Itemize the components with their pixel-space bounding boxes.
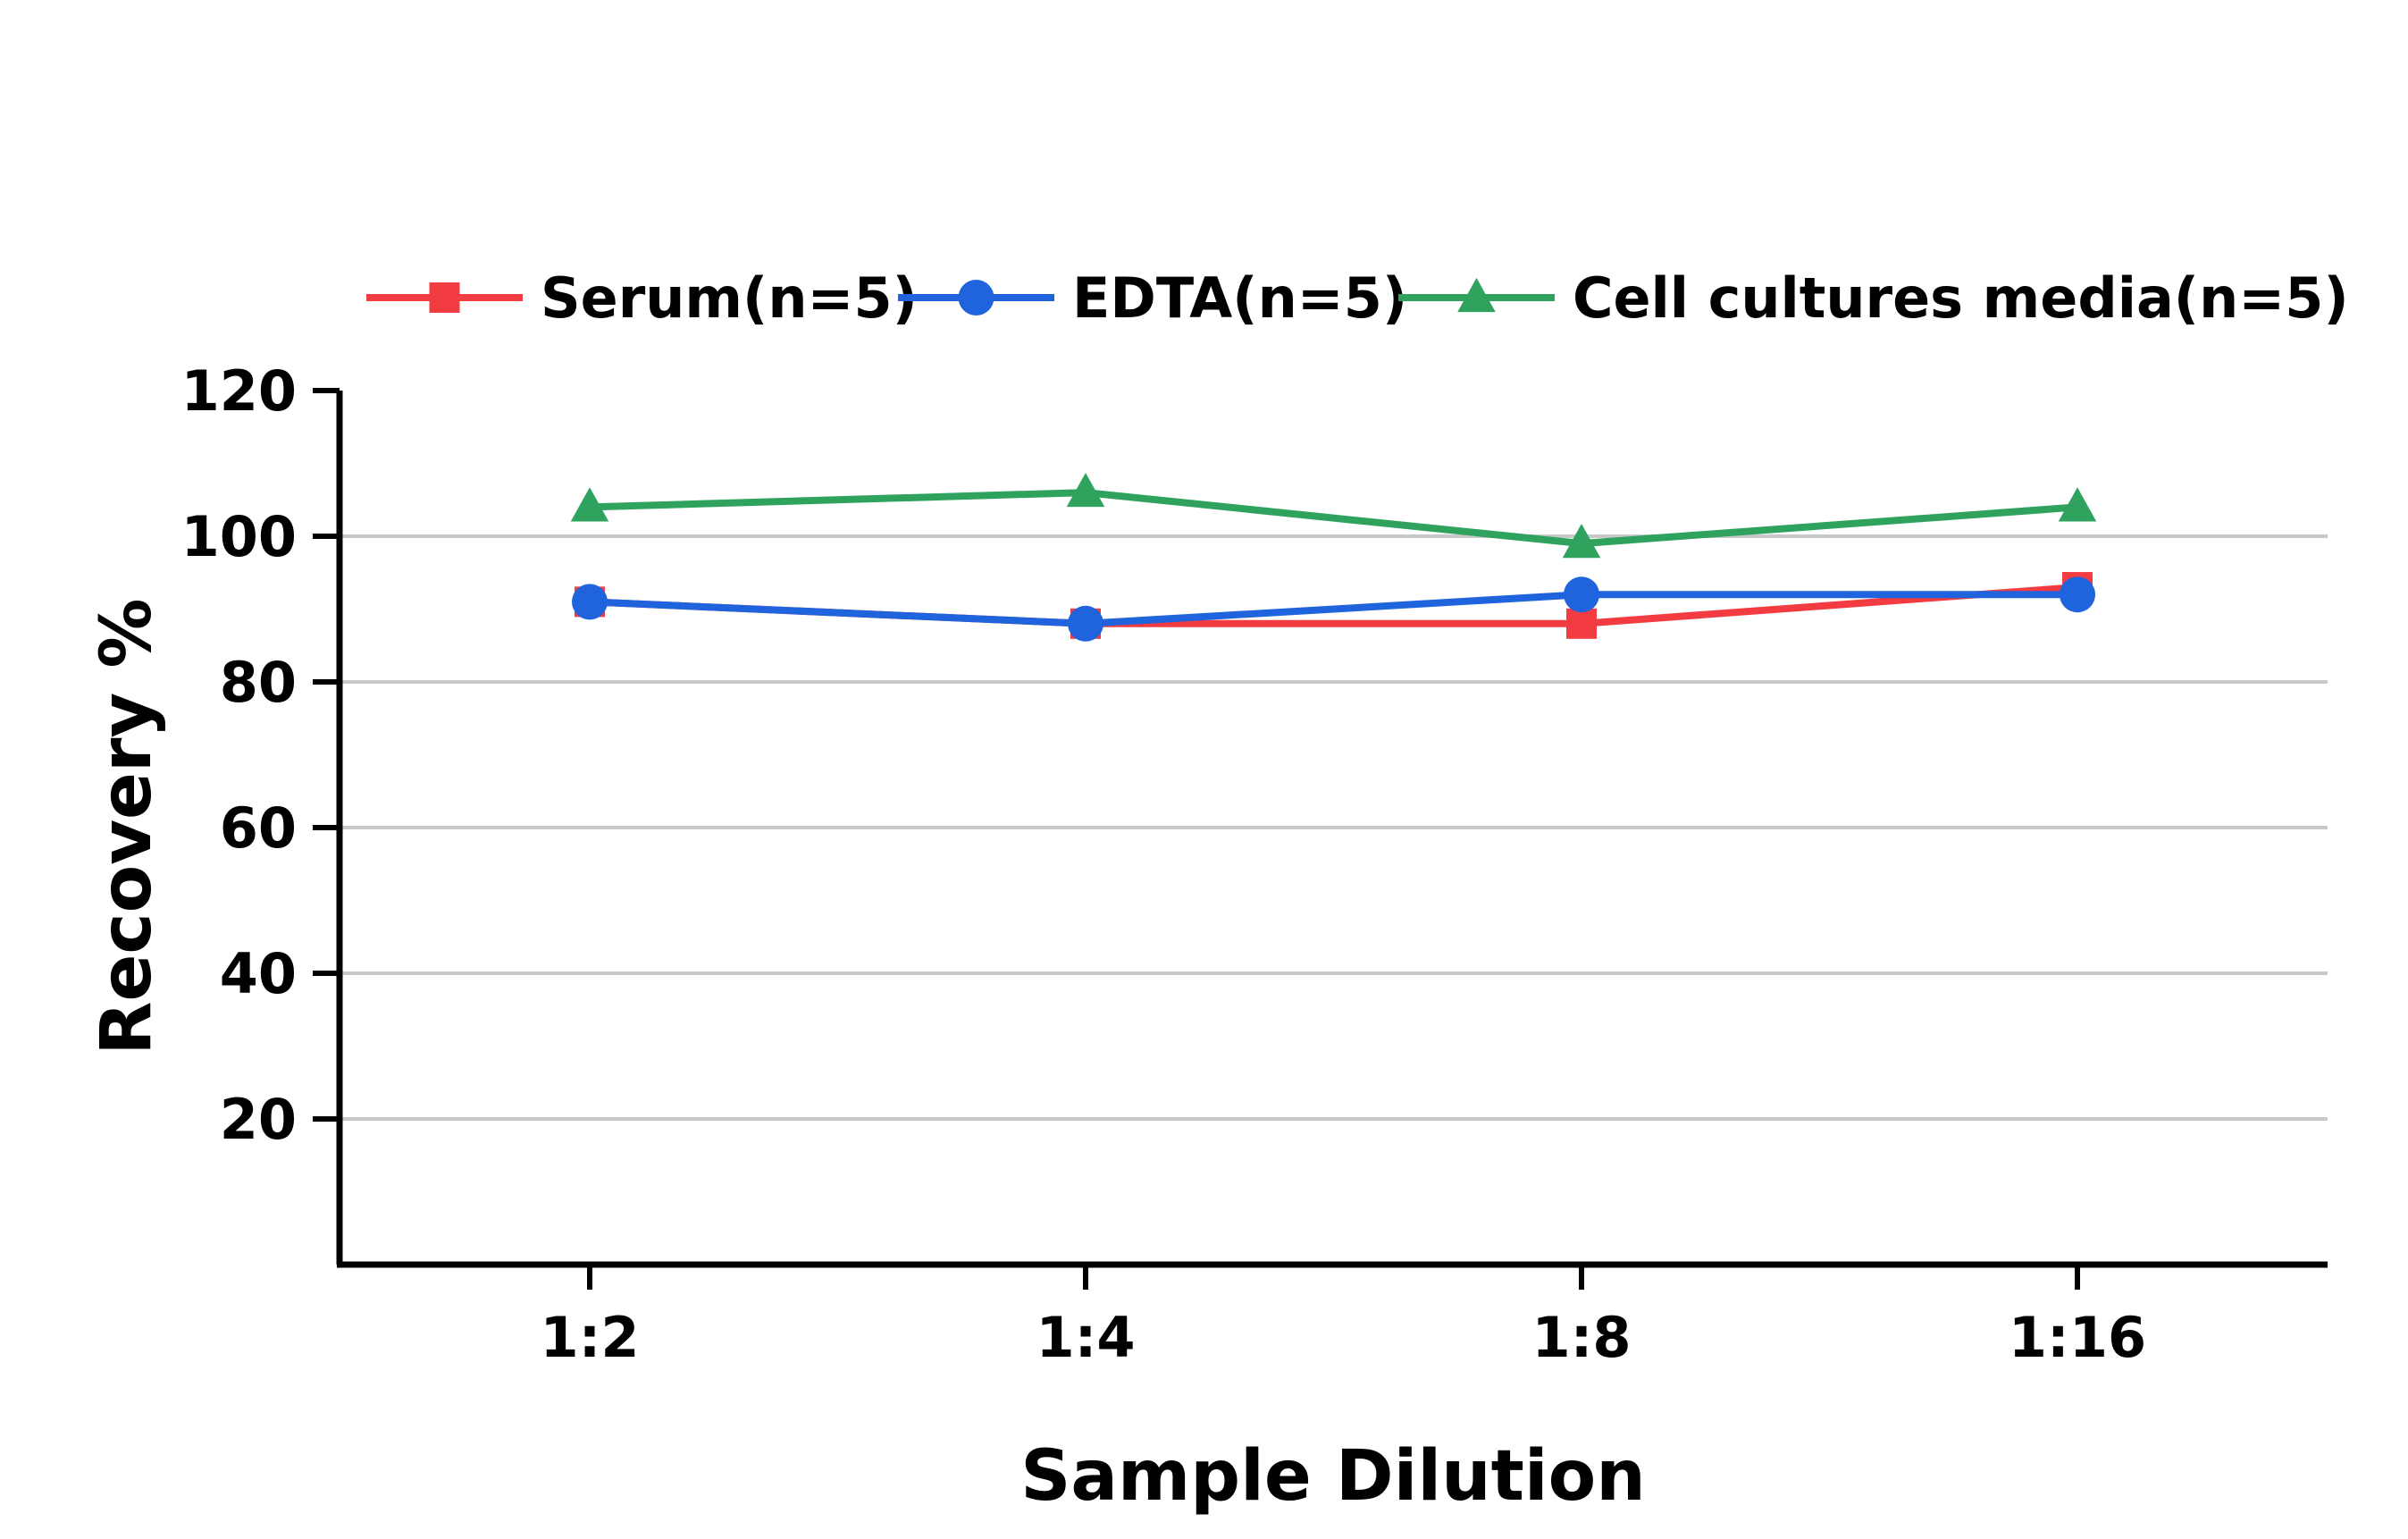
y-axis-label: Recovery % [87,598,167,1055]
y-tick-label: 100 [181,504,297,569]
legend-item: Serum(n=5) [366,265,918,331]
legend-label: Serum(n=5) [541,265,918,331]
legend-item: EDTA(n=5) [898,265,1407,331]
legend-marker [429,282,460,313]
y-axis-ticks: 20 40 60 80 100 120 [181,358,340,1152]
y-tick-label: 60 [220,795,297,861]
x-tick-label: 1:4 [1036,1305,1135,1370]
legend: Serum(n=5) EDTA(n=5) Cell cultures media(n… [366,265,2349,331]
gridlines [340,534,2328,1121]
legend-label: EDTA(n=5) [1072,265,1407,331]
data-point [1564,576,1599,613]
series-line [589,591,2077,627]
legend-marker [958,280,994,315]
x-tick-label: 1:8 [1531,1305,1631,1370]
data-point [570,487,609,522]
series-circle [572,576,2095,642]
x-tick-label: 1:16 [2009,1305,2146,1370]
series-square [575,572,2093,639]
series-line [589,489,2078,548]
x-axis-label: Sample Dilution [1020,1436,1646,1517]
series-triangle [570,472,2097,559]
series [570,472,2097,642]
data-point [572,584,608,620]
data-point [2060,576,2095,613]
y-tick-label: 40 [220,941,297,1006]
legend-marker [1457,277,1496,313]
y-tick-label: 80 [220,650,297,715]
data-point [1066,472,1105,508]
legend-label: Cell cultures media(n=5) [1573,265,2349,331]
x-axis-ticks: 1:2 1:4 1:8 1:16 [540,1265,2146,1370]
y-tick-label: 20 [220,1087,297,1152]
data-point [2058,487,2097,522]
y-tick-label: 120 [181,358,297,424]
data-point [1562,524,1601,559]
data-point [1566,608,1597,639]
x-tick-label: 1:2 [540,1305,639,1370]
legend-item: Cell cultures media(n=5) [1398,265,2349,331]
data-point [1068,605,1103,642]
